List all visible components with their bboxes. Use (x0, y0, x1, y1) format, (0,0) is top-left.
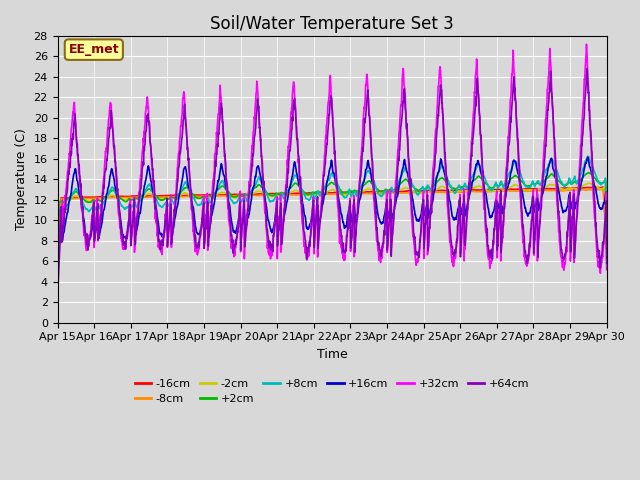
Line: -2cm: -2cm (58, 183, 607, 262)
+2cm (298, 187, 306, 192)
-16cm (54, 257, 61, 263)
-2cm (287, 190, 294, 195)
-16cm (308, 190, 316, 196)
Y-axis label: Temperature (C): Temperature (C) (15, 128, 28, 230)
+8cm (96, 205, 104, 211)
Line: +64cm: +64cm (58, 69, 607, 297)
+2cm (366, 178, 374, 184)
+64cm (118, 234, 126, 240)
-16cm (366, 189, 374, 195)
Text: EE_met: EE_met (68, 43, 119, 56)
-8cm (597, 186, 605, 192)
+16cm (584, 155, 592, 160)
+32cm (366, 127, 374, 133)
+16cm (54, 248, 61, 254)
+32cm (596, 270, 604, 276)
Line: +16cm: +16cm (58, 157, 607, 251)
-16cm (600, 184, 607, 190)
+2cm (96, 198, 104, 204)
+64cm (287, 143, 294, 148)
+64cm (366, 120, 374, 126)
+16cm (96, 229, 104, 235)
Title: Soil/Water Temperature Set 3: Soil/Water Temperature Set 3 (210, 15, 454, 33)
+2cm (118, 197, 126, 203)
+64cm (584, 66, 591, 72)
+16cm (366, 165, 374, 171)
-16cm (118, 193, 126, 199)
+8cm (287, 182, 294, 188)
+64cm (54, 294, 61, 300)
+64cm (96, 221, 104, 227)
-2cm (585, 180, 593, 186)
-2cm (298, 190, 306, 196)
Legend: -16cm, -8cm, -2cm, +2cm, +8cm, +16cm, +32cm, +64cm: -16cm, -8cm, -2cm, +2cm, +8cm, +16cm, +3… (131, 374, 534, 408)
+16cm (308, 213, 316, 219)
+32cm (308, 219, 316, 225)
-16cm (603, 245, 611, 251)
X-axis label: Time: Time (317, 348, 348, 361)
+64cm (298, 199, 306, 204)
-2cm (118, 197, 126, 203)
+2cm (287, 185, 294, 191)
Line: +2cm: +2cm (58, 173, 607, 264)
Line: +8cm: +8cm (58, 156, 607, 257)
+8cm (603, 234, 611, 240)
-16cm (298, 191, 306, 196)
-16cm (287, 191, 294, 196)
+8cm (54, 254, 61, 260)
+32cm (54, 258, 61, 264)
+32cm (287, 120, 294, 125)
+16cm (298, 195, 306, 201)
-16cm (96, 194, 104, 200)
+16cm (287, 181, 294, 187)
+64cm (308, 221, 316, 227)
-8cm (298, 192, 306, 197)
-8cm (366, 191, 374, 197)
+16cm (118, 231, 126, 237)
+8cm (366, 170, 374, 176)
-8cm (287, 192, 294, 198)
+8cm (584, 154, 591, 159)
-8cm (96, 195, 104, 201)
+2cm (308, 190, 316, 196)
+32cm (582, 41, 590, 47)
+8cm (308, 192, 316, 198)
-2cm (603, 239, 611, 244)
-8cm (118, 195, 126, 201)
-2cm (96, 197, 104, 203)
+32cm (96, 214, 104, 219)
Line: -16cm: -16cm (58, 187, 607, 260)
-2cm (366, 186, 374, 192)
-2cm (54, 259, 61, 265)
+2cm (603, 231, 611, 237)
-8cm (54, 258, 61, 264)
+16cm (603, 238, 611, 244)
+2cm (54, 261, 61, 266)
+32cm (298, 214, 306, 220)
+32cm (603, 267, 611, 273)
+2cm (584, 170, 592, 176)
+64cm (603, 261, 611, 266)
+32cm (118, 243, 126, 249)
Line: -8cm: -8cm (58, 189, 607, 261)
-2cm (308, 192, 316, 197)
+8cm (298, 187, 306, 192)
Line: +32cm: +32cm (58, 44, 607, 273)
+8cm (118, 204, 126, 209)
-8cm (308, 192, 316, 197)
-8cm (603, 246, 611, 252)
